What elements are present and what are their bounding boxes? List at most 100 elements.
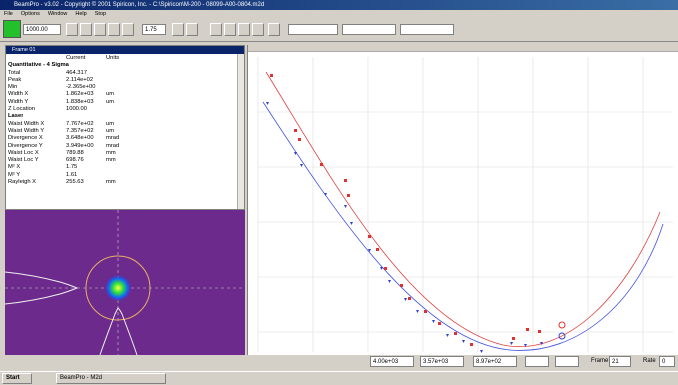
- table-cell: 1000.00: [66, 106, 106, 113]
- table-cell: 255.63: [66, 179, 106, 186]
- table-cell: Divergence Y: [8, 143, 66, 150]
- title-bar: BeamPro - v3.02 - Copyright © 2001 Spiri…: [0, 0, 678, 10]
- table-cell: [106, 77, 136, 84]
- frame-field[interactable]: 21: [609, 356, 631, 367]
- taskbar: Start BeamPro - M2d: [0, 371, 678, 385]
- status-field[interactable]: 3.57e+03: [420, 356, 464, 367]
- table-cell: Waist Width X: [8, 121, 66, 128]
- header-cell: Current: [66, 55, 106, 62]
- m2-plot-window: [247, 45, 678, 355]
- tool-button[interactable]: [94, 23, 106, 36]
- table-cell: [106, 70, 136, 77]
- blank-field[interactable]: [400, 24, 454, 35]
- tool-button[interactable]: [80, 23, 92, 36]
- section-title: Laser: [8, 113, 23, 120]
- table-cell: Min: [8, 84, 66, 91]
- blank-field[interactable]: [288, 24, 338, 35]
- header-cell: Units: [106, 55, 136, 62]
- beam-spot: [104, 274, 132, 302]
- table-cell: Total: [8, 70, 66, 77]
- table-cell: M² Y: [8, 172, 66, 179]
- table-cell: [106, 172, 136, 179]
- table-cell: um: [106, 91, 136, 98]
- tool-button[interactable]: [172, 23, 184, 36]
- tool-button[interactable]: [238, 23, 250, 36]
- frame-label: Frame: [591, 356, 608, 367]
- table-cell: Z Location: [8, 106, 66, 113]
- tool-button[interactable]: [252, 23, 264, 36]
- tool-button[interactable]: [108, 23, 120, 36]
- rate-label: Rate: [643, 356, 656, 367]
- m2-field[interactable]: 1.75: [142, 24, 166, 35]
- menu-item[interactable]: File: [4, 11, 13, 17]
- table-cell: 789.88: [66, 150, 106, 157]
- table-cell: mm: [106, 157, 136, 164]
- z-field[interactable]: 1000.00: [23, 24, 61, 35]
- table-row: Min-2.365e+00: [8, 84, 236, 91]
- table-cell: um: [106, 121, 136, 128]
- tool-button[interactable]: [210, 23, 222, 36]
- start-button[interactable]: Start: [2, 373, 32, 384]
- m2-plot: [248, 52, 678, 355]
- beam-profile: [5, 210, 245, 355]
- table-cell: Peak: [8, 77, 66, 84]
- menu-item[interactable]: Window: [48, 11, 68, 17]
- fit-curve-y: [263, 102, 663, 350]
- table-cell: Waist Loc X: [8, 150, 66, 157]
- plot-window-bar: [248, 45, 678, 52]
- status-field[interactable]: [555, 356, 579, 367]
- menu-item[interactable]: Help: [75, 11, 86, 17]
- table-cell: 1.862e+03: [66, 91, 106, 98]
- section-row: Laser: [8, 113, 236, 120]
- table-cell: -2.365e+00: [66, 84, 106, 91]
- status-field[interactable]: [525, 356, 549, 367]
- menu-item[interactable]: Stop: [95, 11, 106, 17]
- status-field[interactable]: 8.97e+02: [473, 356, 517, 367]
- table-cell: Width Y: [8, 99, 66, 106]
- table-cell: mrad: [106, 135, 136, 142]
- blank-field[interactable]: [342, 24, 396, 35]
- task-button[interactable]: BeamPro - M2d: [56, 373, 166, 384]
- menu-bar: File Options Window Help Stop: [0, 10, 678, 18]
- table-cell: um: [106, 99, 136, 106]
- table-cell: Waist Loc Y: [8, 157, 66, 164]
- table-cell: 1.61: [66, 172, 106, 179]
- table-cell: 2.114e+02: [66, 77, 106, 84]
- table-cell: 1.75: [66, 164, 106, 171]
- grid: [258, 57, 673, 352]
- table-cell: [106, 106, 136, 113]
- tool-button[interactable]: [122, 23, 134, 36]
- table-cell: Waist Width Y: [8, 128, 66, 135]
- table-cell: 1.838e+03: [66, 99, 106, 106]
- tool-button[interactable]: [224, 23, 236, 36]
- tool-button[interactable]: [186, 23, 198, 36]
- menu-item[interactable]: Options: [21, 11, 40, 17]
- tool-button[interactable]: [268, 23, 280, 36]
- tool-button[interactable]: [66, 23, 78, 36]
- table-cell: 3.949e+00: [66, 143, 106, 150]
- scrollbar[interactable]: [237, 54, 244, 209]
- table-cell: [106, 84, 136, 91]
- rate-field[interactable]: 0: [659, 356, 675, 367]
- table-cell: [106, 164, 136, 171]
- status-field[interactable]: 4.00e+03: [370, 356, 414, 367]
- section-title: Quantitative - 4 Sigma: [8, 62, 69, 69]
- fit-curve-x: [266, 72, 660, 347]
- run-button[interactable]: [3, 20, 21, 38]
- beam-image: [5, 210, 245, 355]
- y-profile: [100, 308, 137, 355]
